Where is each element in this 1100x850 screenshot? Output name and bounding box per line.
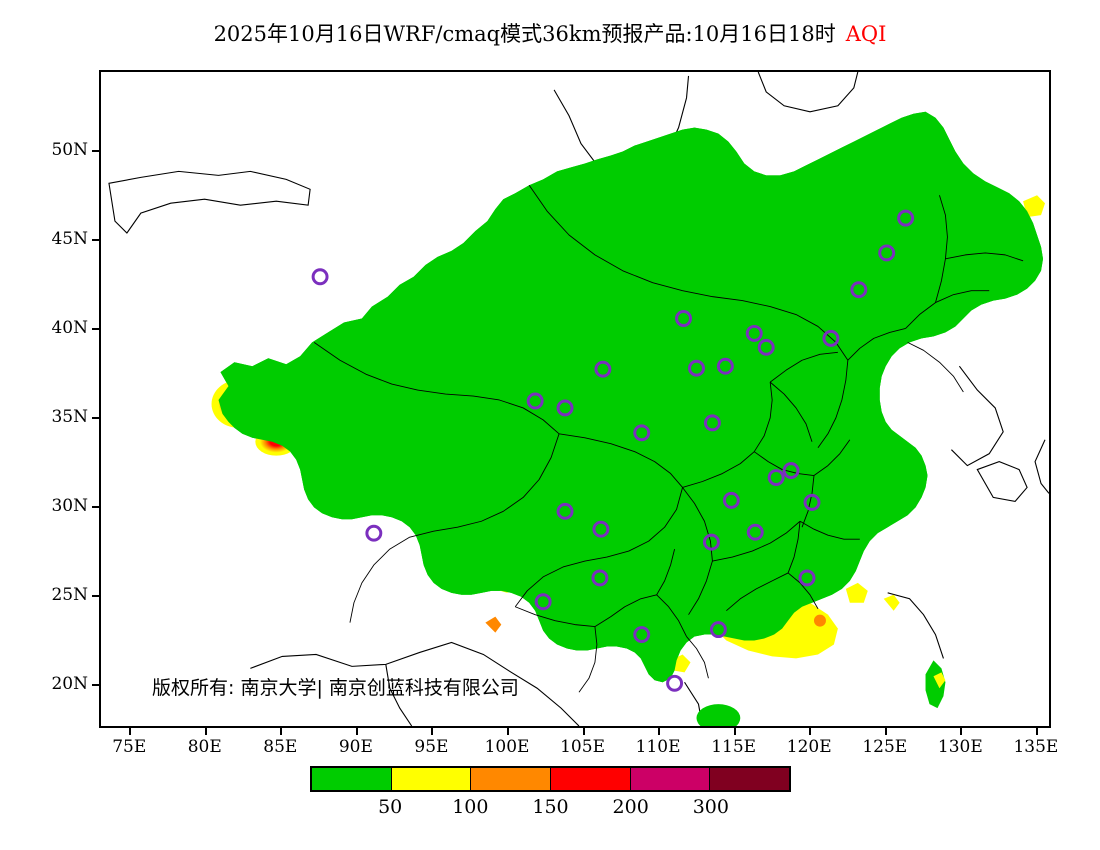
x-axis-label: 135E — [1013, 737, 1059, 757]
x-axis-tick — [1035, 728, 1038, 735]
colorbar-segment[interactable] — [710, 768, 790, 790]
aqi-hotspot-tibet-border — [485, 616, 502, 633]
aqi-colorbar[interactable] — [310, 766, 791, 792]
station-marker[interactable] — [666, 674, 684, 692]
station-marker[interactable] — [365, 524, 383, 542]
station-marker[interactable] — [897, 209, 915, 227]
x-axis-label: 115E — [711, 737, 757, 757]
station-marker[interactable] — [526, 392, 544, 410]
station-marker[interactable] — [782, 462, 800, 480]
x-axis-tick — [582, 728, 585, 735]
x-axis-tick — [431, 728, 434, 735]
station-marker[interactable] — [556, 502, 574, 520]
x-axis-tick — [960, 728, 963, 735]
station-marker[interactable] — [822, 329, 840, 347]
colorbar-tick-label: 150 — [532, 796, 569, 818]
x-axis-label: 120E — [786, 737, 832, 757]
copyright-notice: 版权所有: 南京大学| 南京创蓝科技有限公司 — [152, 677, 519, 699]
y-axis-tick — [92, 150, 99, 153]
x-axis-tick — [658, 728, 661, 735]
station-marker[interactable] — [745, 324, 763, 342]
colorbar-segment[interactable] — [391, 768, 472, 790]
x-axis-tick — [129, 728, 132, 735]
station-marker[interactable] — [556, 399, 574, 417]
station-marker[interactable] — [688, 359, 705, 377]
station-marker[interactable] — [767, 469, 785, 486]
x-axis-label: 130E — [937, 737, 983, 757]
station-marker[interactable] — [798, 569, 816, 587]
title-variable: AQI — [845, 22, 887, 46]
station-marker[interactable] — [878, 244, 896, 262]
station-marker[interactable] — [534, 593, 552, 611]
y-axis-label: 35N — [51, 406, 88, 427]
china-aqi-map — [101, 72, 1049, 726]
x-axis-tick — [507, 728, 509, 735]
station-marker[interactable] — [591, 569, 609, 587]
x-axis-label: 100E — [484, 737, 530, 757]
station-marker[interactable] — [675, 310, 693, 327]
y-axis-tick — [92, 416, 99, 419]
station-marker[interactable] — [703, 414, 721, 432]
map-plot-area[interactable] — [99, 70, 1051, 728]
x-axis-tick — [355, 728, 358, 735]
x-axis-label: 85E — [263, 737, 298, 757]
y-axis-tick — [92, 683, 99, 686]
colorbar-segment[interactable] — [471, 768, 552, 790]
x-axis-label: 125E — [862, 737, 908, 757]
y-axis-tick — [92, 594, 99, 597]
station-marker[interactable] — [722, 491, 740, 509]
colorbar-tick-label: 200 — [612, 796, 649, 818]
page-title: 2025年10月16日WRF/cmaq模式36km预报产品:10月16日18时 A… — [0, 18, 1100, 48]
aqi-patch-taiwan — [933, 672, 946, 689]
y-axis-label: 50N — [51, 140, 88, 161]
province-borders — [313, 185, 1024, 693]
aqi-patch-ne-corner — [1023, 195, 1046, 218]
y-axis-label: 20N — [51, 673, 88, 694]
station-marker[interactable] — [702, 533, 720, 551]
station-marker[interactable] — [757, 338, 775, 356]
colorbar-tick-label: 100 — [452, 796, 489, 818]
x-axis-tick — [809, 728, 812, 735]
x-axis-tick — [733, 728, 736, 735]
x-axis-tick — [204, 728, 207, 735]
colorbar-tick-label: 50 — [378, 796, 403, 818]
y-axis-label: 40N — [51, 317, 88, 338]
colorbar-tick-label: 300 — [692, 796, 729, 818]
x-axis-label: 95E — [414, 737, 449, 757]
station-marker[interactable] — [716, 357, 734, 375]
y-axis-label: 25N — [51, 584, 88, 605]
station-marker[interactable] — [311, 268, 329, 286]
hainan-island — [696, 704, 741, 726]
station-marker-layer[interactable] — [311, 209, 915, 692]
x-axis-label: 105E — [560, 737, 605, 757]
title-text: 2025年10月16日WRF/cmaq模式36km预报产品:10月16日18时 — [213, 22, 836, 46]
y-axis-tick — [92, 327, 99, 330]
station-marker[interactable] — [594, 360, 612, 378]
x-axis-label: 90E — [338, 737, 373, 757]
station-marker[interactable] — [709, 621, 727, 639]
y-axis-tick — [92, 505, 99, 508]
y-axis-tick — [92, 238, 99, 241]
taiwan-island — [925, 660, 946, 709]
station-marker[interactable] — [746, 523, 764, 541]
station-marker[interactable] — [633, 424, 651, 442]
colorbar-segment[interactable] — [551, 768, 631, 790]
x-axis-tick — [280, 728, 283, 735]
aqi-patch-fujian — [845, 582, 868, 603]
y-axis-label: 30N — [51, 495, 88, 516]
x-axis-label: 75E — [112, 737, 147, 757]
station-marker[interactable] — [633, 626, 651, 644]
aqi-patch-fujian-coast — [883, 594, 900, 611]
colorbar-segment[interactable] — [312, 768, 392, 790]
aqi-hotspot-prd — [813, 614, 826, 627]
x-axis-label: 80E — [187, 737, 222, 757]
station-marker[interactable] — [850, 281, 868, 299]
station-marker[interactable] — [592, 520, 610, 538]
x-axis-tick — [884, 728, 887, 735]
x-axis-label: 110E — [635, 737, 681, 757]
colorbar-segment[interactable] — [630, 768, 711, 790]
y-axis-label: 45N — [51, 228, 88, 249]
station-marker[interactable] — [803, 493, 821, 511]
